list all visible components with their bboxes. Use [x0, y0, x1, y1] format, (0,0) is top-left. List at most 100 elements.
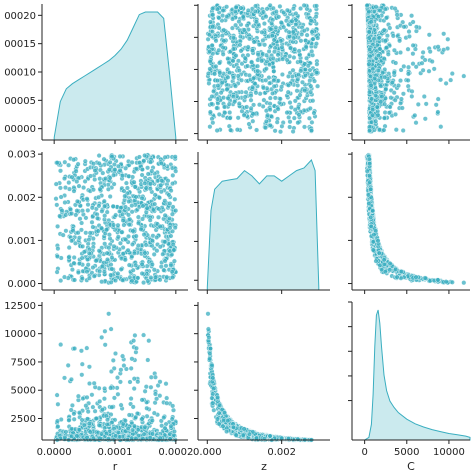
scatter-point: [161, 415, 167, 421]
scatter-point: [261, 85, 267, 91]
scatter-point: [252, 81, 258, 87]
scatter-point: [122, 418, 128, 424]
scatter-point: [123, 180, 129, 186]
scatter-point: [364, 2, 370, 8]
scatter-point: [129, 278, 135, 284]
scatter-point: [55, 401, 61, 407]
scatter-point: [274, 119, 280, 125]
scatter-point: [386, 110, 392, 116]
scatter-point: [314, 3, 320, 9]
scatter-point: [279, 123, 285, 129]
scatter-point: [292, 98, 298, 104]
scatter-point: [55, 253, 61, 259]
scatter-point: [109, 154, 115, 160]
scatter-point: [405, 77, 411, 83]
scatter-point: [304, 32, 310, 38]
scatter-point: [278, 20, 284, 26]
scatter-point: [62, 274, 68, 280]
panel-z-z: [194, 152, 330, 294]
scatter-point: [157, 223, 163, 229]
scatter-point: [96, 203, 102, 209]
scatter-point: [99, 279, 105, 285]
scatter-point: [90, 161, 96, 167]
scatter-point: [254, 127, 260, 133]
scatter-point: [304, 55, 310, 61]
scatter-point: [272, 95, 278, 101]
scatter-point: [135, 379, 141, 385]
scatter-point: [291, 115, 297, 121]
scatter-point: [155, 214, 161, 220]
scatter-point: [250, 48, 256, 54]
scatter-point: [271, 37, 277, 43]
scatter-point: [54, 269, 60, 275]
scatter-point: [84, 435, 90, 441]
scatter-point: [147, 217, 153, 223]
scatter-point: [382, 269, 388, 275]
scatter-point: [237, 34, 243, 40]
scatter-point: [228, 127, 234, 133]
scatter-point: [63, 429, 69, 435]
scatter-point: [240, 14, 246, 20]
scatter-point: [242, 55, 248, 61]
scatter-point: [220, 51, 226, 57]
scatter-point: [370, 247, 376, 253]
scatter-point: [164, 400, 170, 406]
scatter-point: [255, 68, 261, 74]
scatter-point: [302, 87, 308, 93]
scatter-point: [269, 20, 275, 26]
scatter-point: [87, 429, 93, 435]
scatter-point: [371, 232, 377, 238]
scatter-point: [57, 213, 63, 219]
scatter-point: [75, 393, 81, 399]
scatter-point: [265, 112, 271, 118]
scatter-point: [205, 36, 211, 42]
scatter-point: [213, 63, 219, 69]
scatter-point: [385, 51, 391, 57]
scatter-point: [406, 29, 412, 35]
scatter-point: [130, 404, 136, 410]
scatter-point: [120, 217, 126, 223]
y-tick-label: 00010: [4, 68, 36, 79]
scatter-point: [305, 63, 311, 69]
scatter-point: [207, 66, 213, 72]
scatter-point: [368, 82, 374, 88]
scatter-point: [89, 219, 95, 225]
scatter-point: [75, 270, 81, 276]
y-tick-label: 0.001: [7, 236, 36, 247]
scatter-point: [101, 198, 107, 204]
scatter-point: [97, 176, 103, 182]
scatter-point: [227, 109, 233, 115]
scatter-point: [394, 274, 400, 280]
scatter-point: [76, 410, 82, 416]
scatter-point: [225, 56, 231, 62]
scatter-point: [399, 105, 405, 111]
scatter-point: [74, 208, 80, 214]
scatter-point: [133, 345, 139, 351]
scatter-point: [426, 32, 432, 38]
scatter-point: [218, 90, 224, 96]
scatter-point: [118, 266, 124, 272]
scatter-point: [278, 129, 284, 135]
scatter-point: [135, 214, 141, 220]
scatter-point: [387, 25, 393, 31]
y-tick-label: 00005: [4, 96, 36, 107]
scatter-point: [298, 38, 304, 44]
scatter-point: [264, 52, 270, 58]
scatter-point: [289, 18, 295, 24]
scatter-point: [126, 412, 132, 418]
scatter-point: [371, 36, 377, 42]
scatter-point: [172, 154, 178, 160]
scatter-point: [106, 167, 112, 173]
scatter-point: [91, 380, 97, 386]
scatter-point: [261, 97, 267, 103]
scatter-point: [120, 277, 126, 283]
scatter-point: [152, 201, 158, 207]
scatter-point: [422, 57, 428, 63]
scatter-point: [89, 205, 95, 211]
scatter-point: [449, 279, 455, 285]
scatter-point: [281, 24, 287, 30]
scatter-point: [163, 421, 169, 427]
scatter-point: [276, 14, 282, 20]
scatter-point: [221, 27, 227, 33]
scatter-point: [279, 84, 285, 90]
